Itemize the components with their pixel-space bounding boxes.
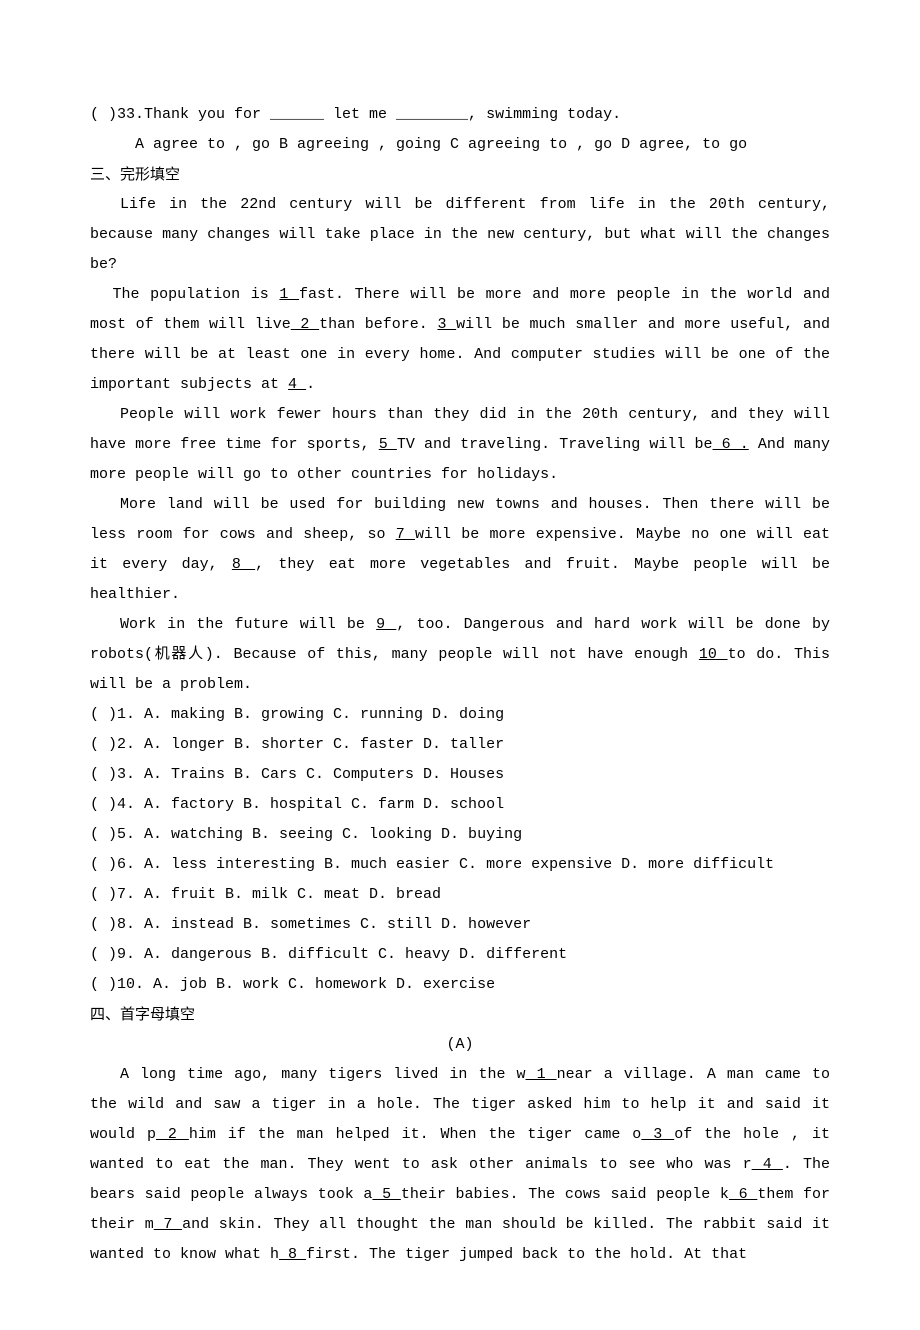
section-4-heading: 四、首字母填空: [90, 1000, 830, 1030]
cloze-para-4: More land will be used for building new …: [90, 490, 830, 610]
text: him if the man helped it. When the tiger…: [189, 1126, 641, 1143]
blank-6: 6 .: [713, 436, 749, 453]
cloze-choice-6: ( )6. A. less interesting B. much easier…: [90, 850, 830, 880]
cloze-choice-10: ( )10. A. job B. work C. homework D. exe…: [90, 970, 830, 1000]
lblank-8: 8: [279, 1246, 306, 1263]
blank-9: 9: [376, 616, 396, 633]
text: TV and traveling. Traveling will be: [397, 436, 713, 453]
section-3-heading: 三、完形填空: [90, 160, 830, 190]
section-4-subheading: (A): [90, 1030, 830, 1060]
text: Work in the future will be: [120, 616, 376, 633]
cloze-choice-3: ( )3. A. Trains B. Cars C. Computers D. …: [90, 760, 830, 790]
blank-2: 2: [291, 316, 319, 333]
cloze-para-2: The population is 1 fast. There will be …: [90, 280, 830, 400]
text: than before.: [319, 316, 437, 333]
cloze-choice-4: ( )4. A. factory B. hospital C. farm D. …: [90, 790, 830, 820]
lblank-6: 6: [729, 1186, 757, 1203]
cloze-para-1: Life in the 22nd century will be differe…: [90, 190, 830, 280]
lblank-4: 4: [752, 1156, 783, 1173]
blank-8: 8: [232, 556, 255, 573]
cloze-para-3: People will work fewer hours than they d…: [90, 400, 830, 490]
cloze-para-5: Work in the future will be 9 , too. Dang…: [90, 610, 830, 700]
text: The population is: [113, 286, 280, 303]
cloze-choice-5: ( )5. A. watching B. seeing C. looking D…: [90, 820, 830, 850]
lblank-2: 2: [156, 1126, 189, 1143]
cloze-choice-7: ( )7. A. fruit B. milk C. meat D. bread: [90, 880, 830, 910]
text: first. The tiger jumped back to the hold…: [306, 1246, 747, 1263]
text: their babies. The cows said people k: [401, 1186, 729, 1203]
cloze-choice-2: ( )2. A. longer B. shorter C. faster D. …: [90, 730, 830, 760]
passage-a: A long time ago, many tigers lived in th…: [90, 1060, 830, 1270]
q33-options: A agree to , go B agreeing , going C agr…: [90, 130, 830, 160]
cloze-choice-1: ( )1. A. making B. growing C. running D.…: [90, 700, 830, 730]
text: .: [306, 376, 315, 393]
text: A long time ago, many tigers lived in th…: [120, 1066, 526, 1083]
cloze-choice-9: ( )9. A. dangerous B. difficult C. heavy…: [90, 940, 830, 970]
lblank-7: 7: [154, 1216, 182, 1233]
blank-3: 3: [437, 316, 456, 333]
q33-stem: ( )33.Thank you for ______ let me ______…: [90, 100, 830, 130]
lblank-1: 1: [526, 1066, 557, 1083]
blank-10: 10: [699, 646, 728, 663]
lblank-5: 5: [372, 1186, 400, 1203]
blank-4: 4: [288, 376, 306, 393]
blank-1: 1: [279, 286, 299, 303]
cloze-choice-8: ( )8. A. instead B. sometimes C. still D…: [90, 910, 830, 940]
lblank-3: 3: [641, 1126, 674, 1143]
blank-7: 7: [396, 526, 415, 543]
blank-5: 5: [379, 436, 397, 453]
